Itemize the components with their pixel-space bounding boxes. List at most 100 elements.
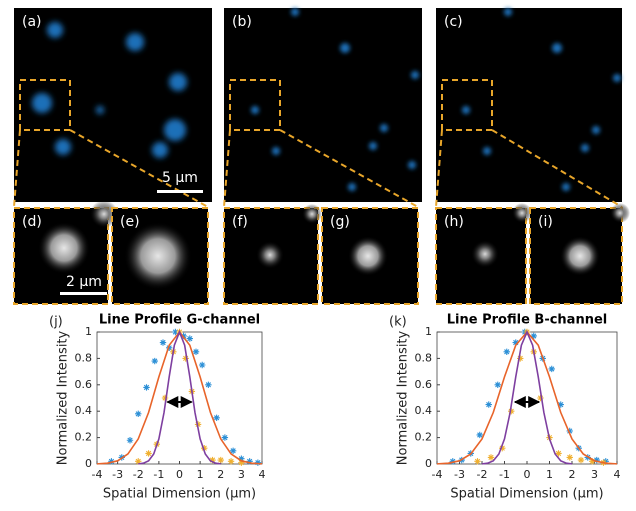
data-point [517, 355, 524, 362]
y-tick-label: 0.4 [75, 404, 93, 417]
panel-label: (h) [444, 214, 464, 230]
data-point [238, 459, 245, 466]
data-point [126, 437, 134, 444]
data-point [566, 454, 573, 461]
x-tick-label: 2 [569, 468, 576, 481]
panel-label: (c) [444, 14, 463, 30]
data-point [246, 458, 253, 465]
image-c [435, 8, 623, 208]
y-axis-label: Normalized Intensity [396, 330, 411, 465]
x-tick-label: -4 [92, 468, 103, 481]
data-point [530, 332, 537, 340]
data-point [209, 456, 216, 464]
data-point [589, 458, 596, 465]
data-point [487, 454, 495, 461]
x-tick-label: -3 [454, 468, 465, 481]
data-point [182, 355, 189, 362]
x-tick-label: 1 [546, 468, 553, 481]
data-point [135, 458, 142, 465]
data-point [217, 456, 224, 464]
x-tick-label: -4 [432, 468, 443, 481]
line-chart: Line Profile G-channel (j) Spatial Dimensi… [49, 313, 266, 502]
data-point [213, 414, 220, 421]
data-point [449, 458, 456, 465]
data-point [145, 450, 152, 457]
y-tick-label: 1 [425, 325, 432, 338]
y-tick-label: 0.4 [415, 404, 433, 417]
scale-bar-label: 5 µm [162, 170, 198, 186]
data-point [476, 431, 483, 439]
data-point [602, 458, 609, 465]
panel-label: (i) [538, 214, 553, 230]
y-tick-label: 0.6 [75, 378, 93, 391]
data-point [593, 456, 600, 464]
data-point [151, 357, 158, 365]
data-point [229, 447, 237, 454]
data-point [566, 427, 573, 435]
x-tick-label: 1 [197, 468, 204, 481]
x-tick-label: 2 [217, 468, 224, 481]
fit-curve [138, 329, 221, 465]
fit-curve [436, 330, 618, 465]
plot-frame [436, 331, 618, 465]
data-point [503, 348, 510, 355]
y-tick-label: 0.2 [75, 431, 93, 444]
data-point [557, 401, 564, 408]
data-point [555, 450, 562, 457]
fit-curve [481, 329, 573, 465]
x-tick-label: -2 [477, 468, 488, 481]
fit-curve [96, 330, 263, 465]
data-point [227, 458, 235, 465]
y-axis-label: Normalized Intensity [56, 330, 71, 465]
y-tick-label: 0.8 [75, 351, 93, 364]
data-point [508, 408, 515, 415]
plot-frame [96, 331, 263, 465]
panel-label: (k) [389, 315, 407, 330]
data-point [205, 381, 212, 388]
y-tick-label: 0.6 [415, 378, 433, 391]
chart-title: Line Profile G-channel [99, 313, 260, 328]
data-point [180, 332, 187, 340]
y-tick-label: 1 [85, 325, 92, 338]
data-point [537, 394, 544, 402]
x-tick-label: 3 [591, 468, 598, 481]
data-point [474, 458, 481, 465]
panel-label: (j) [49, 315, 63, 330]
image-b [223, 8, 422, 208]
data-point [198, 361, 206, 369]
data-point [221, 434, 229, 441]
data-point [201, 444, 208, 452]
y-tick-label: 0 [425, 457, 432, 470]
x-tick-label: -3 [112, 468, 123, 481]
x-tick-label: -1 [153, 468, 164, 481]
data-point [192, 348, 200, 355]
data-point [577, 456, 585, 464]
x-tick-label: 4 [259, 468, 266, 481]
panel-label: (a) [22, 14, 42, 30]
data-point [254, 459, 262, 466]
data-point [494, 381, 501, 388]
x-tick-label: -2 [133, 468, 144, 481]
x-axis-label: Spatial Dimension (µm) [103, 487, 256, 502]
x-axis-label: Spatial Dimension (µm) [450, 487, 603, 502]
data-point [548, 365, 555, 373]
data-point [135, 410, 142, 418]
y-tick-label: 0.8 [415, 351, 433, 364]
data-point [165, 344, 173, 352]
data-point [108, 458, 115, 465]
x-tick-label: -1 [499, 468, 510, 481]
data-point [161, 394, 169, 402]
x-tick-label: 0 [176, 468, 183, 481]
data-point [186, 335, 194, 342]
x-tick-label: 3 [238, 468, 245, 481]
data-point [238, 455, 245, 462]
panel-label: (e) [120, 214, 140, 230]
panel-label: (b) [232, 14, 252, 30]
panel-label: (f) [232, 214, 248, 230]
data-point [485, 401, 492, 408]
x-tick-label: 0 [524, 468, 531, 481]
zoom-images: 2 µm [13, 200, 630, 305]
data-point [159, 339, 167, 346]
scale-bar-label: 2 µm [66, 274, 102, 290]
data-point [499, 444, 506, 452]
